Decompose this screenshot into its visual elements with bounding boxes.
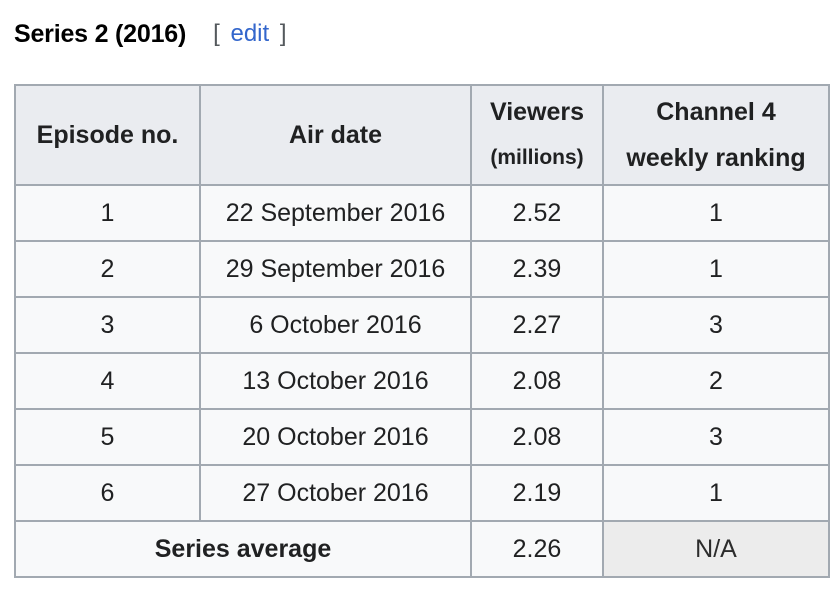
series-average-row: Series average 2.26 N/A bbox=[14, 520, 830, 578]
header-episode: Episode no. bbox=[14, 84, 201, 186]
header-ranking-line1: Channel 4 bbox=[656, 98, 776, 126]
header-viewers: Viewers (millions) bbox=[470, 84, 604, 186]
section-heading: Series 2 (2016) [ edit ] bbox=[14, 17, 287, 51]
header-ranking: Channel 4 weekly ranking bbox=[602, 84, 830, 186]
cell-episode: 6 bbox=[14, 464, 201, 522]
cell-air-date: 20 October 2016 bbox=[199, 408, 472, 466]
cell-episode: 2 bbox=[14, 240, 201, 298]
edit-bracket-open: [ bbox=[213, 20, 220, 47]
cell-air-date: 29 September 2016 bbox=[199, 240, 472, 298]
cell-episode: 4 bbox=[14, 352, 201, 410]
cell-viewers: 2.19 bbox=[470, 464, 604, 522]
ratings-table: Episode no. Air date Viewers (millions) … bbox=[14, 84, 830, 578]
cell-ranking: 2 bbox=[602, 352, 830, 410]
cell-viewers: 2.27 bbox=[470, 296, 604, 354]
header-viewers-label: Viewers bbox=[489, 98, 585, 126]
cell-air-date: 13 October 2016 bbox=[199, 352, 472, 410]
cell-viewers: 2.08 bbox=[470, 408, 604, 466]
cell-air-date: 6 October 2016 bbox=[199, 296, 472, 354]
table-row: 2 29 September 2016 2.39 1 bbox=[14, 240, 830, 298]
cell-viewers: 2.08 bbox=[470, 352, 604, 410]
series-average-label: Series average bbox=[14, 520, 472, 578]
table-row: 5 20 October 2016 2.08 3 bbox=[14, 408, 830, 466]
cell-viewers: 2.39 bbox=[470, 240, 604, 298]
header-viewers-unit: (millions) bbox=[490, 146, 584, 169]
cell-episode: 5 bbox=[14, 408, 201, 466]
cell-ranking: 3 bbox=[602, 296, 830, 354]
header-ranking-line2: weekly ranking bbox=[626, 144, 806, 172]
series-average-ranking: N/A bbox=[602, 520, 830, 578]
cell-episode: 1 bbox=[14, 184, 201, 242]
cell-air-date: 22 September 2016 bbox=[199, 184, 472, 242]
table-row: 3 6 October 2016 2.27 3 bbox=[14, 296, 830, 354]
edit-section: [ edit ] bbox=[213, 20, 286, 48]
section-title: Series 2 (2016) bbox=[14, 19, 187, 48]
table-row: 6 27 October 2016 2.19 1 bbox=[14, 464, 830, 522]
edit-link[interactable]: edit bbox=[230, 20, 270, 47]
series-average-viewers: 2.26 bbox=[470, 520, 604, 578]
table-row: 1 22 September 2016 2.52 1 bbox=[14, 184, 830, 242]
cell-ranking: 1 bbox=[602, 240, 830, 298]
cell-ranking: 1 bbox=[602, 464, 830, 522]
cell-ranking: 1 bbox=[602, 184, 830, 242]
cell-ranking: 3 bbox=[602, 408, 830, 466]
header-air-date: Air date bbox=[199, 84, 472, 186]
cell-air-date: 27 October 2016 bbox=[199, 464, 472, 522]
edit-bracket-close: ] bbox=[279, 20, 287, 47]
table-header-row: Episode no. Air date Viewers (millions) … bbox=[14, 84, 830, 186]
cell-viewers: 2.52 bbox=[470, 184, 604, 242]
cell-episode: 3 bbox=[14, 296, 201, 354]
table-row: 4 13 October 2016 2.08 2 bbox=[14, 352, 830, 410]
